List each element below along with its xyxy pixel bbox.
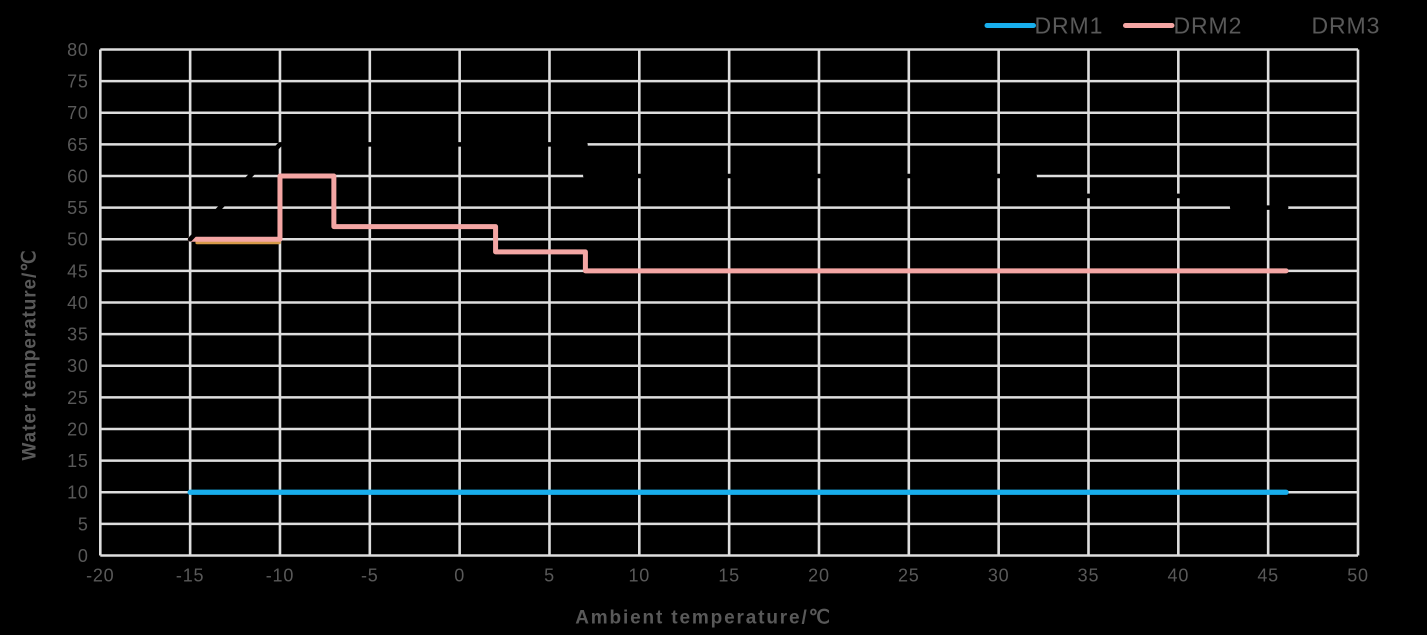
svg-text:-15: -15 — [176, 566, 204, 586]
svg-text:40: 40 — [67, 293, 89, 313]
svg-text:40: 40 — [1168, 566, 1190, 586]
svg-text:DRM2: DRM2 — [1174, 13, 1243, 39]
svg-text:80: 80 — [67, 40, 89, 60]
svg-text:0: 0 — [78, 546, 89, 566]
svg-text:60: 60 — [67, 166, 89, 186]
svg-text:75: 75 — [67, 72, 89, 92]
svg-text:70: 70 — [67, 103, 89, 123]
svg-text:15: 15 — [67, 451, 89, 471]
svg-text:35: 35 — [67, 325, 89, 345]
svg-text:25: 25 — [67, 388, 89, 408]
svg-text:DRM1: DRM1 — [1035, 13, 1104, 39]
svg-text:50: 50 — [67, 230, 89, 250]
svg-text:5: 5 — [78, 514, 89, 534]
svg-text:25: 25 — [898, 566, 920, 586]
svg-text:10: 10 — [67, 483, 89, 503]
svg-text:20: 20 — [808, 566, 830, 586]
svg-text:-20: -20 — [86, 566, 114, 586]
svg-text:Ambient temperature/℃: Ambient temperature/℃ — [575, 608, 832, 629]
svg-text:0: 0 — [454, 566, 465, 586]
svg-text:5: 5 — [544, 566, 555, 586]
svg-text:35: 35 — [1078, 566, 1100, 586]
svg-text:45: 45 — [1257, 566, 1279, 586]
svg-text:15: 15 — [718, 566, 740, 586]
svg-text:-10: -10 — [266, 566, 294, 586]
svg-text:DRM3: DRM3 — [1312, 13, 1381, 39]
svg-text:65: 65 — [67, 135, 89, 155]
svg-text:-5: -5 — [361, 566, 379, 586]
svg-text:55: 55 — [67, 198, 89, 218]
svg-text:45: 45 — [67, 261, 89, 281]
svg-text:Water temperature/℃: Water temperature/℃ — [20, 250, 41, 461]
svg-text:10: 10 — [628, 566, 650, 586]
svg-text:30: 30 — [988, 566, 1010, 586]
svg-text:30: 30 — [67, 356, 89, 376]
svg-text:20: 20 — [67, 419, 89, 439]
svg-text:50: 50 — [1347, 566, 1369, 586]
